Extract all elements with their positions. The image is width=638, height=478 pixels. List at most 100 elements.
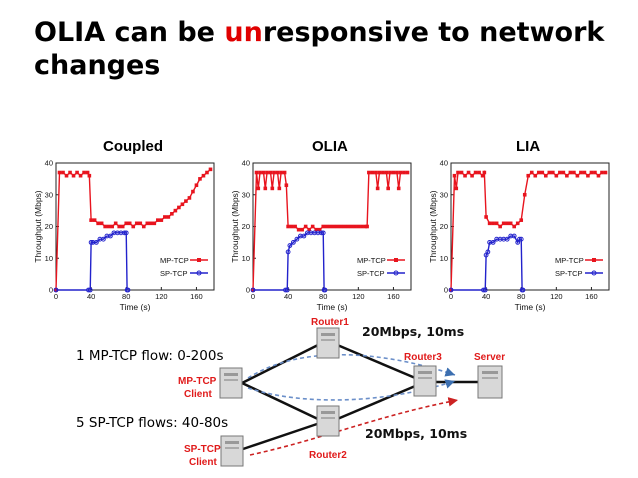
data-point (593, 170, 597, 175)
data-point (310, 224, 315, 229)
data-point (256, 186, 261, 191)
data-point (512, 224, 516, 229)
data-point (504, 236, 510, 242)
router1-label: Router1 (311, 317, 349, 328)
x-axis-label: Time (s) (120, 302, 151, 312)
y-tick-label: 10 (440, 254, 448, 263)
data-point (367, 170, 371, 175)
data-point (501, 221, 506, 226)
data-point (466, 170, 471, 175)
data-point (463, 173, 467, 178)
data-point (547, 170, 552, 175)
data-point (75, 170, 79, 175)
data-point (103, 224, 107, 229)
data-point (551, 170, 555, 175)
data-point (518, 236, 524, 242)
y-tick-label: 30 (45, 190, 53, 199)
data-point (286, 224, 290, 229)
data-point (386, 186, 390, 191)
data-point (272, 170, 276, 175)
data-point (301, 233, 307, 239)
legend-label: SP-TCP (160, 269, 188, 278)
mptcp-client-label-1: MP-TCP (178, 376, 217, 387)
y-tick-label: 40 (440, 159, 448, 168)
x-tick-label: 80 (122, 292, 130, 301)
data-point (582, 170, 587, 175)
data-point (166, 215, 171, 219)
data-point (374, 170, 378, 175)
data-point (82, 170, 86, 175)
data-point (96, 221, 100, 226)
data-point (338, 224, 343, 229)
data-point (402, 170, 406, 175)
y-tick-label: 40 (45, 159, 53, 168)
mptcp-client-icon (219, 367, 243, 399)
data-point (494, 221, 499, 226)
data-point (328, 224, 333, 229)
y-tick-label: 30 (242, 190, 250, 199)
data-point (579, 170, 583, 175)
data-point (353, 224, 357, 229)
x-tick-label: 80 (517, 292, 525, 301)
data-point (381, 170, 385, 175)
router1-icon (316, 327, 340, 359)
x-tick-label: 160 (387, 292, 400, 301)
router3-icon (413, 365, 437, 397)
data-point (335, 224, 340, 229)
y-tick-label: 20 (440, 222, 448, 231)
data-point (568, 170, 573, 175)
data-point (201, 173, 206, 178)
data-point (575, 173, 580, 178)
data-point (572, 170, 576, 175)
data-point (263, 186, 268, 191)
data-point (289, 224, 294, 229)
data-point (187, 196, 192, 200)
title-part1: OLIA can be (34, 17, 225, 48)
legend-label: MP-TCP (160, 256, 189, 265)
data-point (180, 202, 185, 207)
data-point (89, 218, 93, 222)
data-point (480, 173, 485, 178)
data-point (170, 212, 174, 216)
data-point (138, 221, 143, 226)
data-point (554, 173, 559, 178)
mptcp-flow-note: 1 MP-TCP flow: 0-200s (76, 348, 224, 364)
x-tick-label: 160 (190, 292, 203, 301)
sptcp-client-label-1: SP-TCP (184, 444, 221, 455)
data-point (92, 218, 97, 222)
data-point (127, 221, 132, 226)
chart-2: 0 40 80 120 160 0 10 20 30 40 Time (s) Throughput (… (428, 159, 610, 312)
plot-frame (450, 162, 610, 291)
data-point (589, 170, 594, 175)
data-point (99, 221, 104, 226)
data-point (349, 224, 354, 229)
data-point (101, 236, 106, 242)
data-point (522, 192, 527, 197)
legend-marker (196, 270, 202, 276)
data-point (296, 227, 301, 232)
data-point (64, 173, 69, 178)
link-top-label: 20Mbps, 10ms (362, 324, 464, 339)
x-tick-label: 120 (550, 292, 563, 301)
legend-marker (592, 258, 596, 262)
chart-title-olia: OLIA (312, 138, 348, 155)
data-point (515, 221, 520, 226)
data-point (124, 221, 129, 226)
data-point (134, 221, 139, 226)
data-point (342, 224, 347, 229)
data-point (454, 186, 459, 191)
data-point (191, 189, 195, 194)
data-point (122, 230, 127, 236)
data-point (520, 287, 526, 293)
data-point (498, 224, 502, 229)
data-point (173, 208, 178, 213)
data-point (88, 239, 94, 245)
data-point (526, 173, 531, 178)
data-point (275, 170, 280, 175)
data-point (108, 233, 113, 239)
data-point (322, 287, 328, 293)
legend-marker (394, 258, 398, 262)
y-tick-label: 10 (242, 254, 250, 263)
data-point (346, 224, 350, 229)
data-point (505, 221, 509, 226)
